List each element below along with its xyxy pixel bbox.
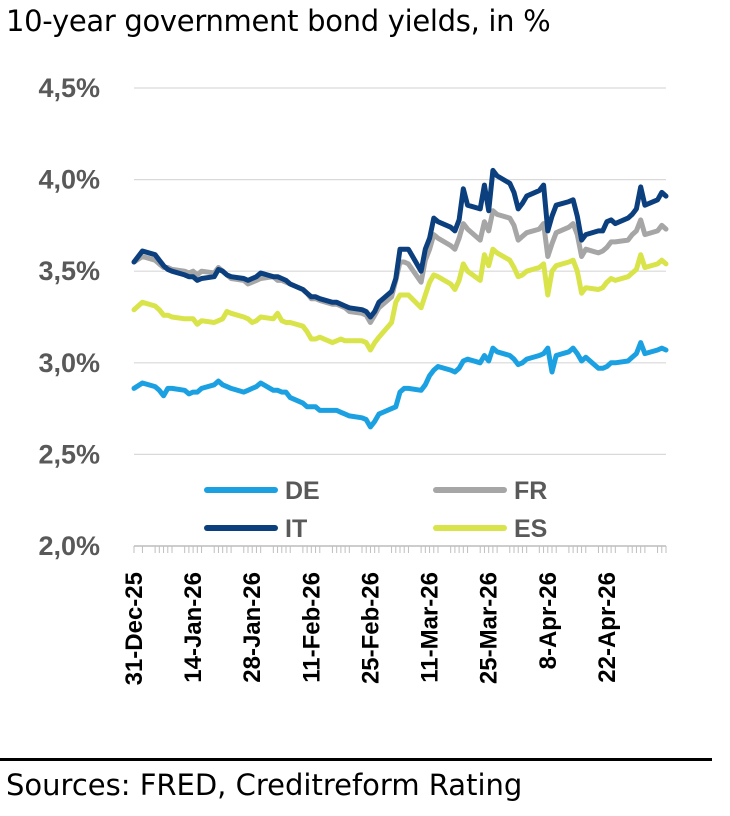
x-tick-label: 14-Jan-26 — [180, 572, 207, 683]
y-tick-label: 3,0% — [38, 348, 100, 378]
x-tick-label: 25-Feb-26 — [357, 572, 384, 684]
y-tick-label: 4,0% — [38, 165, 100, 195]
series-line-de — [131, 340, 669, 430]
y-tick-label: 2,5% — [38, 439, 100, 469]
y-axis: 2,0% 2,5% 3,0% 3,5% 4,0% 4,5% — [38, 73, 100, 561]
page-title: 10-year government bond yields, in % — [6, 4, 551, 38]
chart: 2,0% 2,5% 3,0% 3,5% 4,0% 4,5% 31-Dec-25 14-Jan… — [38, 73, 669, 685]
y-tick-label: 3,5% — [38, 256, 100, 286]
x-tick-label: 22-Apr-26 — [594, 572, 621, 683]
x-tick-label: 25-Mar-26 — [476, 572, 503, 684]
legend-label-fr: FR — [514, 477, 547, 505]
legend: DE FR IT ES — [204, 477, 547, 543]
x-tick-label: 28-Jan-26 — [239, 572, 266, 683]
y-tick-label: 4,5% — [38, 73, 100, 103]
source-note: Sources: FRED, Creditreform Rating — [6, 768, 523, 802]
x-tick-label: 11-Mar-26 — [417, 572, 444, 683]
series-line-es — [131, 246, 669, 353]
grid — [134, 87, 666, 547]
source-divider — [0, 758, 712, 761]
x-axis: 31-Dec-25 14-Jan-26 28-Jan-26 11-Feb-26 25-F… — [121, 545, 667, 685]
x-tick-label: 8-Apr-26 — [535, 572, 562, 669]
series-line-it — [131, 167, 669, 320]
x-tick-label: 31-Dec-25 — [121, 572, 148, 685]
series-lines — [131, 167, 669, 430]
legend-label-it: IT — [285, 515, 307, 543]
y-tick-label: 2,0% — [38, 531, 100, 561]
legend-label-es: ES — [514, 515, 547, 543]
x-tick-label: 11-Feb-26 — [298, 572, 325, 683]
legend-label-de: DE — [285, 477, 320, 505]
